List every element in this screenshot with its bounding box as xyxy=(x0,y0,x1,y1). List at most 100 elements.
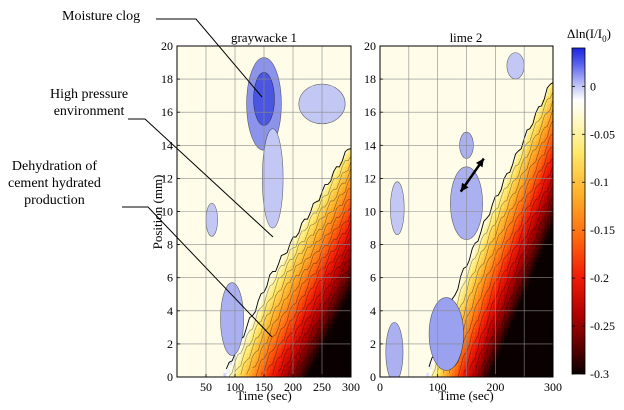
heatmap-cell xyxy=(322,327,326,333)
heatmap-cell xyxy=(310,343,314,349)
heatmap-cell xyxy=(316,223,320,229)
heatmap-cell xyxy=(269,368,274,374)
heatmap-cell xyxy=(466,294,470,299)
heatmap-cell xyxy=(527,331,531,337)
heatmap-cell xyxy=(535,199,540,204)
heatmap-cell xyxy=(336,207,340,213)
heatmap-cell xyxy=(535,182,540,188)
heatmap-cell xyxy=(518,364,522,370)
heatmap-cell xyxy=(310,368,314,374)
heatmap-cell xyxy=(342,178,346,184)
heatmap-cell xyxy=(524,372,528,377)
heatmap-cell xyxy=(437,368,442,374)
heatmap-cell xyxy=(532,339,537,345)
heatmap-cell xyxy=(287,277,291,283)
heatmap-cell xyxy=(469,261,473,266)
heatmap-cell xyxy=(249,335,253,341)
heatmap-cell xyxy=(313,236,317,242)
heatmap-cell xyxy=(550,310,553,316)
heatmap-cell xyxy=(538,327,543,333)
heatmap-cell xyxy=(472,277,476,283)
heatmap-cell xyxy=(333,269,338,275)
heatmap-cell xyxy=(544,261,548,266)
heatmap-cell xyxy=(495,314,499,320)
heatmap-cell xyxy=(324,261,329,266)
heatmap-cell xyxy=(550,244,553,250)
heatmap-cell xyxy=(515,182,519,188)
heatmap-cell xyxy=(535,360,540,366)
colorbar-gradient xyxy=(571,47,586,375)
heatmap-cell xyxy=(486,298,491,304)
heatmap-cell xyxy=(310,372,314,377)
heatmap-cell xyxy=(342,269,346,275)
heatmap-cell xyxy=(486,261,491,266)
heatmap-cell xyxy=(506,182,511,188)
heatmap-cell xyxy=(486,356,491,362)
heatmap-cell xyxy=(509,269,514,275)
heatmap-cell xyxy=(281,298,285,304)
heatmap-cell xyxy=(339,261,343,266)
heatmap-cell xyxy=(264,364,268,370)
heatmap-cell xyxy=(284,281,288,287)
heatmap-cell xyxy=(529,228,534,233)
heatmap-cell xyxy=(501,285,505,291)
heatmap-cell xyxy=(463,364,468,370)
heatmap-cell xyxy=(304,285,309,291)
heatmap-cell xyxy=(342,352,346,357)
heatmap-cell xyxy=(319,348,323,353)
heatmap-cell xyxy=(492,306,496,312)
heatmap-cell xyxy=(348,348,351,353)
heatmap-cell xyxy=(535,219,540,225)
heatmap-cell xyxy=(527,298,531,304)
heatmap-cell xyxy=(535,149,540,155)
heatmap-cell xyxy=(301,302,306,308)
heatmap-cell xyxy=(298,314,303,320)
heatmap-cell xyxy=(503,364,508,370)
heatmap-cell xyxy=(538,281,543,287)
heatmap-cell xyxy=(512,257,517,262)
heatmap-cell xyxy=(524,219,528,225)
heatmap-cell xyxy=(501,211,505,217)
heatmap-cell xyxy=(498,236,502,242)
heatmap-cell xyxy=(478,323,482,328)
y-tick-label: 2 xyxy=(167,337,173,351)
heatmap-cell xyxy=(538,360,543,366)
contour-line xyxy=(260,207,351,374)
heatmap-cell xyxy=(506,348,511,353)
heatmap-cell xyxy=(457,294,462,299)
heatmap-cell xyxy=(301,228,306,233)
heatmap-cell xyxy=(550,319,553,324)
heatmap-cell xyxy=(246,348,251,353)
heatmap-cell xyxy=(547,285,551,291)
heatmap-cell xyxy=(322,228,326,233)
heatmap-cell xyxy=(293,240,297,246)
heatmap-cell xyxy=(330,290,335,295)
heatmap-cell xyxy=(287,302,291,308)
heatmap-cell xyxy=(293,343,297,349)
heatmap-cell xyxy=(503,310,508,316)
heatmap-cell xyxy=(345,178,349,184)
heatmap-cell xyxy=(301,306,306,312)
heatmap-cell xyxy=(319,285,323,291)
heatmap-cell xyxy=(515,165,519,171)
heatmap-cell xyxy=(258,360,262,366)
heatmap-cell xyxy=(324,228,329,233)
heatmap-cell xyxy=(495,207,499,213)
heatmap-cell xyxy=(527,314,531,320)
heatmap-cell xyxy=(538,194,543,200)
heatmap-cell xyxy=(269,364,274,370)
heatmap-cell xyxy=(544,298,548,304)
heatmap-cell xyxy=(319,360,323,366)
heatmap-cell xyxy=(529,290,534,295)
heatmap-cell xyxy=(529,182,534,188)
heatmap-cell xyxy=(345,248,349,254)
heatmap-cell xyxy=(281,277,285,283)
heatmap-cell xyxy=(503,319,508,324)
heatmap-cell xyxy=(495,240,499,246)
heatmap-cell xyxy=(480,368,485,374)
heatmap-cell xyxy=(486,236,491,242)
heatmap-cell xyxy=(527,306,531,312)
heatmap-cell xyxy=(287,331,291,337)
heatmap-cell xyxy=(333,257,338,262)
heatmap-cell xyxy=(538,285,543,291)
